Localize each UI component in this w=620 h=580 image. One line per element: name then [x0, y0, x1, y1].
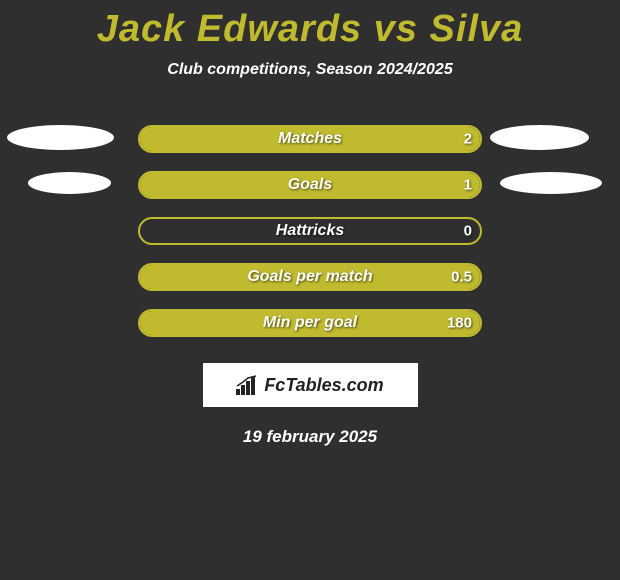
- stat-bar-track: Goals per match 0.5: [138, 263, 482, 291]
- stat-bar-track: Hattricks 0: [138, 217, 482, 245]
- stat-bar-track: Min per goal 180: [138, 309, 482, 337]
- stat-row: Goals per match 0.5: [0, 263, 620, 291]
- stat-value-right: 2: [464, 131, 472, 148]
- logo-chart-icon: [236, 375, 260, 395]
- stat-row: Matches 2: [0, 125, 620, 153]
- fctables-logo[interactable]: FcTables.com: [203, 363, 418, 407]
- stats-area: Matches 2 Goals 1 Hattricks 0 Goals per match 0…: [0, 125, 620, 337]
- stat-value-right: 0: [464, 223, 472, 240]
- stat-row: Hattricks 0: [0, 217, 620, 245]
- stat-value-right: 180: [447, 315, 472, 332]
- stat-label: Goals: [288, 176, 332, 194]
- logo-text: FcTables.com: [264, 375, 383, 396]
- stat-bar-track: Goals 1: [138, 171, 482, 199]
- subtitle: Club competitions, Season 2024/2025: [0, 61, 620, 79]
- stat-value-right: 1: [464, 177, 472, 194]
- stat-bar-track: Matches 2: [138, 125, 482, 153]
- page-title: Jack Edwards vs Silva: [0, 0, 620, 51]
- stat-label: Min per goal: [263, 314, 357, 332]
- stat-row: Goals 1: [0, 171, 620, 199]
- stat-row: Min per goal 180: [0, 309, 620, 337]
- stat-label: Hattricks: [276, 222, 344, 240]
- stat-value-right: 0.5: [451, 269, 472, 286]
- stat-label: Goals per match: [247, 268, 372, 286]
- stat-label: Matches: [278, 130, 342, 148]
- date-line: 19 february 2025: [0, 427, 620, 447]
